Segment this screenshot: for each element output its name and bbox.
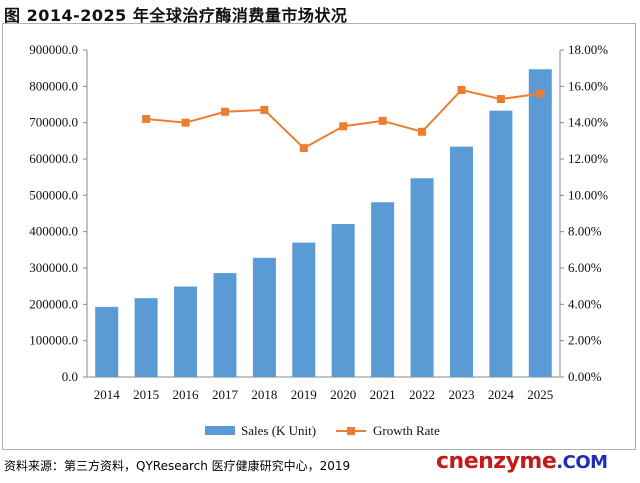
bar-sales bbox=[213, 273, 237, 377]
bar-sales bbox=[410, 178, 434, 377]
x-tick-label: 2019 bbox=[291, 387, 317, 402]
point-growth-rate bbox=[536, 89, 545, 98]
bar-sales bbox=[489, 110, 513, 377]
bar-sales bbox=[174, 286, 198, 377]
point-growth-rate bbox=[181, 118, 190, 127]
legend-label-sales: Sales (K Unit) bbox=[241, 423, 316, 438]
right-tick-label: 18.00% bbox=[568, 42, 608, 57]
right-tick-label: 2.00% bbox=[568, 333, 602, 348]
legend-swatch-sales bbox=[205, 426, 235, 435]
point-growth-rate bbox=[339, 122, 348, 131]
bar-sales bbox=[252, 257, 276, 377]
right-tick-label: 0.00% bbox=[568, 369, 602, 384]
right-tick-label: 6.00% bbox=[568, 260, 602, 275]
point-growth-rate bbox=[496, 95, 505, 104]
x-tick-label: 2018 bbox=[251, 387, 277, 402]
right-tick-label: 12.00% bbox=[568, 151, 608, 166]
x-tick-label: 2024 bbox=[488, 387, 515, 402]
legend-marker-growth bbox=[347, 427, 355, 435]
x-tick-label: 2023 bbox=[448, 387, 474, 402]
right-tick-label: 10.00% bbox=[568, 187, 608, 202]
right-tick-label: 16.00% bbox=[568, 78, 608, 93]
watermark-logo: cnenzyme.COM bbox=[436, 449, 608, 474]
right-tick-label: 4.00% bbox=[568, 296, 602, 311]
left-tick-label: 800000.0 bbox=[29, 78, 78, 93]
right-tick-label: 14.00% bbox=[568, 115, 608, 130]
bar-sales bbox=[528, 69, 552, 378]
chart-title: 图 2014-2025 年全球治疗酶消费量市场状况 bbox=[4, 6, 348, 25]
left-tick-label: 500000.0 bbox=[29, 187, 78, 202]
point-growth-rate bbox=[220, 107, 229, 116]
bar-sales bbox=[134, 298, 158, 377]
watermark-main: cnenzyme bbox=[436, 449, 557, 474]
x-tick-label: 2017 bbox=[212, 387, 239, 402]
bar-sales bbox=[331, 224, 355, 377]
left-tick-label: 0.0 bbox=[62, 369, 78, 384]
left-tick-label: 100000.0 bbox=[29, 333, 78, 348]
x-tick-label: 2016 bbox=[173, 387, 200, 402]
point-growth-rate bbox=[378, 116, 387, 125]
chart-frame bbox=[2, 23, 636, 450]
x-tick-label: 2025 bbox=[527, 387, 553, 402]
x-tick-label: 2022 bbox=[409, 387, 435, 402]
bar-sales bbox=[371, 202, 395, 377]
bar-sales bbox=[449, 146, 473, 377]
source-note: 资料来源：第三方资料，QYResearch 医疗健康研究中心，2019 bbox=[4, 459, 351, 473]
x-tick-label: 2021 bbox=[370, 387, 396, 402]
legend-label-growth: Growth Rate bbox=[373, 423, 440, 438]
left-tick-label: 400000.0 bbox=[29, 224, 78, 239]
x-tick-label: 2020 bbox=[330, 387, 356, 402]
line-growth-rate bbox=[146, 88, 541, 150]
point-growth-rate bbox=[457, 85, 466, 94]
left-tick-label: 700000.0 bbox=[29, 115, 78, 130]
left-tick-label: 600000.0 bbox=[29, 151, 78, 166]
point-growth-rate bbox=[418, 127, 427, 136]
left-tick-label: 900000.0 bbox=[29, 42, 78, 57]
point-growth-rate bbox=[142, 115, 151, 124]
right-tick-label: 8.00% bbox=[568, 224, 602, 239]
bar-sales bbox=[292, 242, 316, 377]
point-growth-rate bbox=[299, 144, 308, 153]
x-tick-label: 2015 bbox=[133, 387, 159, 402]
x-tick-label: 2014 bbox=[94, 387, 121, 402]
point-growth-rate bbox=[260, 105, 269, 114]
watermark-suffix: .COM bbox=[556, 452, 608, 473]
bar-sales bbox=[95, 306, 119, 377]
left-tick-label: 200000.0 bbox=[29, 296, 78, 311]
left-tick-label: 300000.0 bbox=[29, 260, 78, 275]
